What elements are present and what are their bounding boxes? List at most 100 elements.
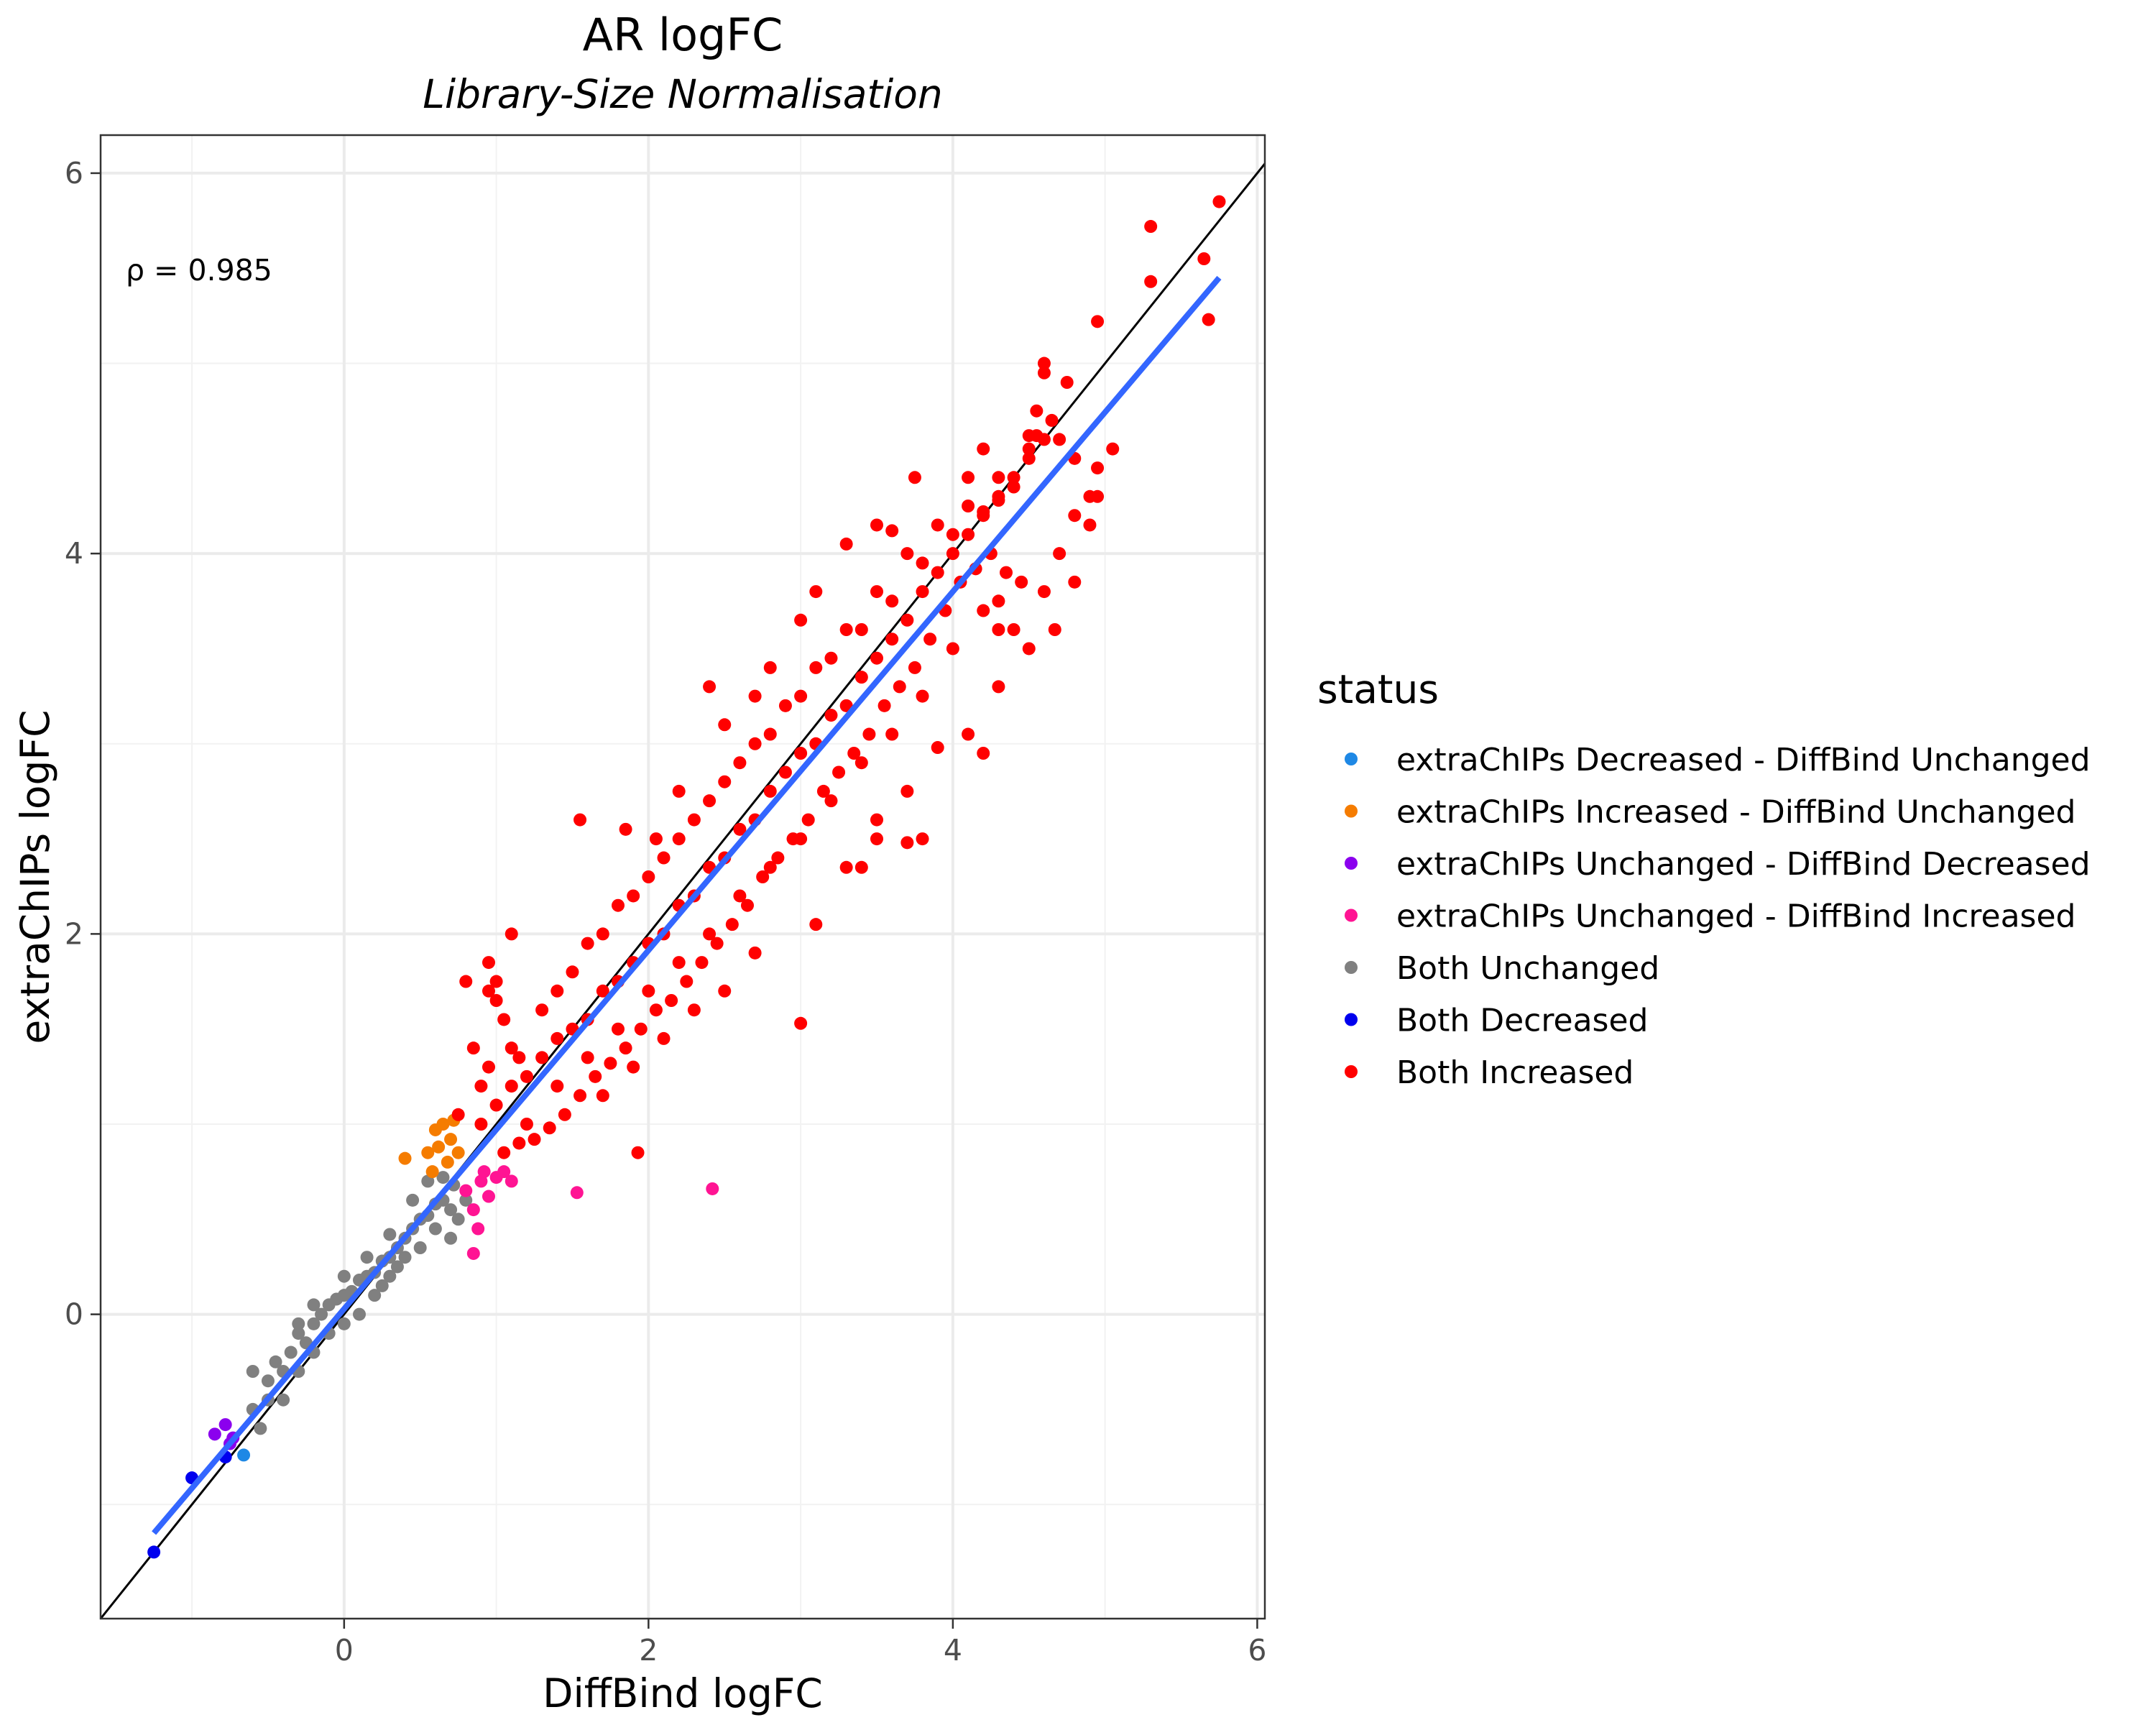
series-extrachips-increased-diffbind-unchanged (398, 1113, 465, 1179)
fit-line (152, 275, 1222, 1535)
data-point (962, 528, 975, 541)
data-point (893, 680, 906, 694)
legend-label: Both Unchanged (1396, 950, 1659, 987)
data-point (794, 1016, 808, 1030)
data-point (337, 1269, 351, 1283)
data-point (474, 1118, 488, 1131)
data-point (649, 1003, 663, 1017)
data-point (839, 537, 853, 551)
data-point (627, 889, 640, 903)
plot-panel-border (99, 134, 1266, 1620)
legend-item: extraChIPs Increased - DiffBind Unchange… (1345, 794, 2076, 831)
data-point (916, 556, 929, 570)
plot-background (101, 135, 1265, 1619)
data-point (482, 1190, 495, 1203)
data-point (900, 836, 914, 850)
data-point (596, 927, 609, 941)
data-point (466, 1041, 480, 1055)
legend-title: status (1317, 666, 1439, 712)
data-point (1068, 509, 1082, 523)
data-point (680, 975, 694, 988)
legend-label: extraChIPs Unchanged - DiffBind Increase… (1396, 898, 2076, 935)
data-point (471, 1222, 485, 1236)
data-point (763, 784, 777, 798)
data-point (466, 1203, 480, 1217)
data-point (778, 765, 792, 779)
data-point (733, 756, 747, 770)
legend-key (1345, 961, 1358, 974)
data-point (432, 1140, 446, 1154)
data-point (604, 1057, 617, 1070)
data-point (1045, 413, 1059, 427)
data-point (771, 851, 785, 865)
data-point (794, 747, 808, 760)
data-point (436, 1118, 450, 1131)
data-point (505, 927, 518, 941)
data-point (292, 1317, 305, 1330)
x-axis-title: DiffBind logFC (543, 1670, 823, 1716)
data-point (672, 832, 686, 846)
data-point (824, 709, 838, 722)
data-point (459, 1193, 473, 1207)
data-point (854, 623, 868, 636)
data-point (425, 1165, 439, 1179)
data-point (581, 1051, 594, 1064)
data-point (847, 747, 861, 760)
legend-key (1345, 1013, 1358, 1026)
data-point (474, 1080, 488, 1093)
data-point (695, 956, 709, 970)
data-point (436, 1171, 450, 1184)
data-point (733, 889, 747, 903)
data-point (254, 1422, 267, 1435)
data-point (441, 1155, 454, 1169)
data-point (992, 494, 1005, 507)
legend-item: Both Decreased (1345, 1003, 1648, 1039)
data-point (353, 1307, 366, 1321)
data-point (706, 1182, 719, 1195)
data-point (962, 500, 975, 512)
data-point (992, 471, 1005, 484)
data-point (794, 689, 808, 703)
data-point (368, 1289, 382, 1302)
legend-key (1345, 804, 1358, 818)
data-point (489, 1098, 503, 1112)
x-tick-label: 6 (1248, 1633, 1266, 1668)
legend-key (1345, 1065, 1358, 1078)
series-both-unchanged (246, 1171, 473, 1435)
data-point (612, 1022, 625, 1036)
correlation-annotation: ρ = 0.985 (126, 253, 272, 288)
data-point (292, 1327, 305, 1340)
data-point (839, 860, 853, 874)
data-point (550, 984, 564, 998)
data-point (1060, 376, 1074, 389)
data-point (398, 1151, 412, 1165)
data-point (946, 642, 959, 656)
data-point (703, 794, 717, 808)
data-point (1048, 623, 1061, 636)
data-point (778, 699, 792, 712)
data-point (642, 870, 655, 883)
data-point (923, 632, 937, 646)
data-point (946, 547, 959, 561)
data-point (794, 613, 808, 627)
data-point (870, 832, 883, 846)
data-point (505, 1041, 518, 1055)
data-point (505, 1080, 518, 1093)
legend-key (1345, 753, 1358, 765)
data-point (977, 604, 990, 617)
data-point (1144, 275, 1158, 288)
data-point (497, 1013, 511, 1026)
data-point (657, 1031, 671, 1045)
data-point (870, 585, 883, 599)
data-point (687, 1003, 701, 1017)
data-point (1068, 575, 1082, 589)
data-point (147, 1545, 161, 1559)
data-point (824, 794, 838, 808)
data-point (269, 1355, 282, 1368)
data-point (703, 927, 717, 941)
data-point (657, 851, 671, 865)
data-point (816, 784, 830, 798)
data-point (1022, 451, 1036, 465)
data-point (916, 585, 929, 599)
